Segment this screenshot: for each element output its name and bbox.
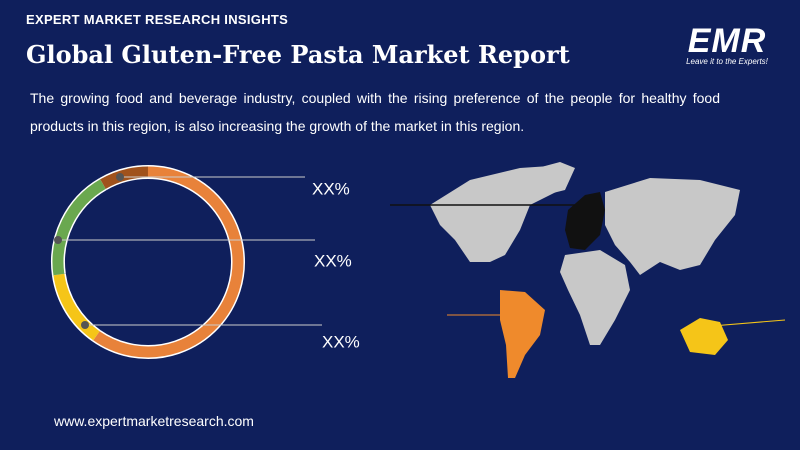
donut-segment	[53, 273, 100, 341]
donut-label: XX%	[322, 332, 360, 351]
title: Global Gluten-Free Pasta Market Report	[26, 40, 570, 69]
logo: EMR Leave it to the Experts!	[672, 22, 782, 66]
description: The growing food and beverage industry, …	[30, 90, 720, 134]
leader-line	[699, 319, 786, 328]
world-map	[390, 162, 786, 378]
logo-tagline: Leave it to the Experts!	[686, 57, 768, 66]
donut-segment	[52, 179, 106, 276]
australia	[680, 318, 728, 355]
asia	[605, 178, 740, 275]
donut-leaders	[54, 173, 322, 329]
africa	[560, 250, 630, 345]
europe	[565, 192, 605, 250]
donut-segment	[100, 166, 149, 189]
greenland	[530, 162, 575, 195]
donut-segment	[93, 166, 244, 358]
leader-dot	[81, 321, 89, 329]
leader-dot	[116, 173, 124, 181]
donut	[51, 165, 245, 359]
kicker: EXPERT MARKET RESEARCH INSIGHTS	[26, 12, 289, 27]
footer-url: www.expertmarketresearch.com	[54, 413, 254, 429]
leader-dot	[54, 236, 62, 244]
donut-label: XX%	[312, 179, 350, 198]
south-america	[500, 290, 545, 378]
logo-text: EMR	[687, 22, 767, 60]
north-america	[430, 165, 565, 262]
donut-label: XX%	[314, 251, 352, 270]
